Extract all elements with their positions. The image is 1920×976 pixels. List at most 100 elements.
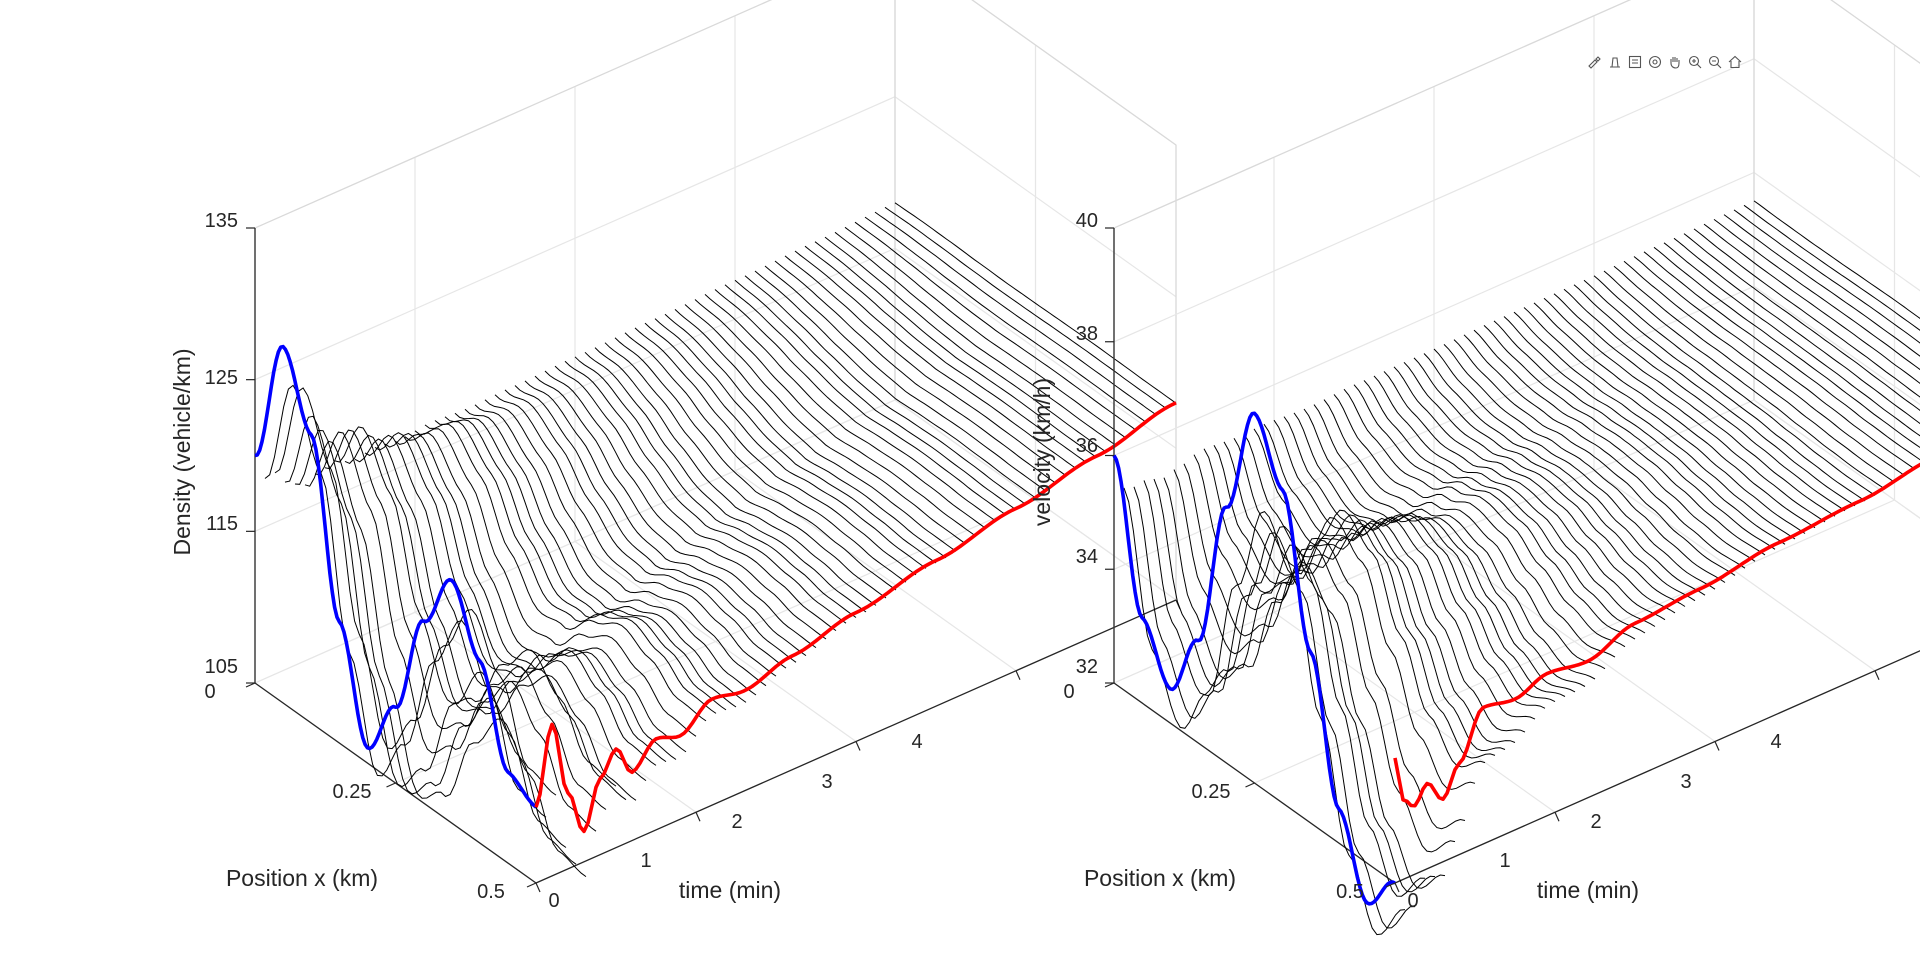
time-slice-line	[894, 202, 1177, 404]
grid-line	[1254, 499, 1895, 784]
time-slice-line	[584, 351, 867, 613]
time-slice-line	[1623, 260, 1906, 477]
time-slice-line	[1343, 388, 1626, 648]
time-slice-line	[684, 304, 967, 545]
velocity-t-tick: 2	[1590, 811, 1601, 833]
time-slice-line	[1693, 228, 1920, 398]
grid-line	[395, 499, 1036, 784]
grid-line	[254, 247, 896, 532]
time-slice-line	[1193, 454, 1476, 790]
datatip-icon[interactable]	[1606, 53, 1624, 71]
velocity-x-label: Position x (km)	[1084, 865, 1236, 891]
time-slice-line	[1203, 448, 1486, 768]
velocity-z-tick: 34	[1076, 546, 1098, 568]
time-slice-line	[1733, 209, 1920, 344]
velocity-z-label: velocity (km/h)	[1029, 378, 1055, 526]
time-slice-line	[714, 289, 997, 522]
brush-icon[interactable]	[1586, 53, 1604, 71]
time-slice-line	[1453, 339, 1736, 576]
time-slice-line	[404, 432, 687, 753]
time-slice-line	[1443, 344, 1726, 583]
density-t-tick: 1	[640, 850, 651, 872]
x-tick-mark	[386, 782, 396, 788]
zoom-out-icon[interactable]	[1706, 53, 1724, 71]
time-slice-line	[674, 309, 957, 552]
time-slice-line	[1723, 214, 1920, 357]
time-slice-line	[484, 399, 767, 687]
time-slice-line	[1543, 297, 1826, 523]
initial-profile-line[interactable]	[254, 344, 538, 809]
time-slice-line	[1183, 463, 1466, 830]
time-slice-line	[474, 404, 757, 696]
time-slice-line	[764, 265, 1047, 492]
time-slice-line	[1423, 353, 1706, 596]
time-slice-line	[1433, 348, 1716, 590]
time-slice-line	[794, 250, 1077, 469]
time-slice-line	[1753, 200, 1920, 319]
time-slice-line	[1373, 375, 1656, 627]
time-slice-line	[1323, 399, 1606, 670]
density-t-tick: 3	[821, 771, 832, 793]
density-axes[interactable]: 105 115 125 135 0 0.25 0.5 0 1 2 3 4 Den…	[169, 0, 1181, 912]
box-edge	[894, 0, 1177, 600]
velocity-x-tick: 0.5	[1336, 881, 1364, 903]
density-t-tick: 2	[731, 811, 742, 833]
time-slice-line	[364, 434, 647, 782]
t-axis-line	[1394, 650, 1920, 884]
time-slice-line	[1513, 311, 1796, 540]
boundary-profile-line[interactable]	[1393, 401, 1920, 808]
time-slice-line	[1553, 293, 1836, 517]
velocity-axes[interactable]: 32 34 36 38 40 0 0.25 0.5 0 1 2 3 4 velo…	[1029, 0, 1920, 936]
t-tick-mark	[855, 741, 861, 751]
time-slice-line	[614, 337, 897, 591]
legend-icon[interactable]	[1626, 53, 1644, 71]
time-slice-line	[1663, 242, 1920, 437]
home-icon[interactable]	[1726, 53, 1744, 71]
time-slice-line	[744, 275, 1027, 506]
density-z-label: Density (vehicle/km)	[169, 348, 195, 555]
grid-line	[894, 247, 1177, 449]
velocity-grid	[1113, 0, 1920, 884]
density-z-tick: 115	[206, 513, 238, 535]
time-slice-line	[1393, 366, 1676, 614]
time-slice-line	[604, 342, 887, 599]
density-t-tick: 0	[548, 890, 559, 912]
time-slice-line	[1283, 416, 1566, 697]
time-slice-line	[434, 420, 717, 714]
axes-toolbar	[1586, 52, 1744, 72]
time-slice-line	[1363, 380, 1646, 634]
time-slice-line	[544, 370, 827, 640]
density-highlight-series	[254, 344, 1177, 834]
time-slice-line	[1603, 270, 1886, 490]
time-slice-line	[774, 260, 1057, 484]
time-slice-line	[504, 389, 787, 669]
density-time-slices	[264, 202, 1177, 878]
time-slice-line	[424, 423, 707, 722]
zoom-in-icon[interactable]	[1686, 53, 1704, 71]
time-slice-line	[1503, 316, 1786, 545]
time-slice-line	[804, 245, 1087, 463]
boundary-profile-line[interactable]	[534, 401, 1177, 834]
box-edge	[254, 0, 773, 229]
time-slice-line	[454, 412, 737, 708]
time-slice-line	[1383, 371, 1666, 621]
time-slice-line	[294, 429, 577, 865]
time-slice-line	[534, 375, 817, 649]
initial-profile-line[interactable]	[1112, 411, 1396, 906]
time-slice-line	[1263, 423, 1546, 709]
t-tick-mark	[695, 812, 701, 822]
time-slice-line	[1353, 384, 1636, 640]
time-slice-line	[564, 360, 847, 624]
time-slice-line	[824, 236, 1107, 453]
time-slice-line	[1163, 477, 1446, 889]
box-edge	[1753, 0, 1920, 400]
time-slice-line	[1673, 237, 1920, 425]
velocity-z-tick: 36	[1076, 435, 1098, 457]
time-slice-line	[354, 438, 637, 801]
pan-icon[interactable]	[1666, 53, 1684, 71]
time-slice-line	[864, 216, 1147, 423]
time-slice-line	[814, 241, 1097, 458]
density-z-tick: 125	[205, 367, 238, 389]
rotate3d-icon[interactable]	[1646, 53, 1664, 71]
time-slice-line	[414, 428, 697, 737]
